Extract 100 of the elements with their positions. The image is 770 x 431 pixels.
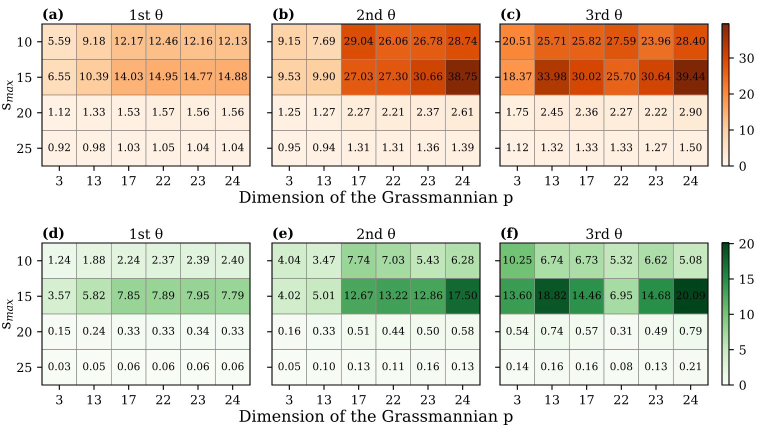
data-label: 5.08 xyxy=(680,256,702,264)
data-label: 1.04 xyxy=(222,143,244,152)
chart-title: 3rd θ xyxy=(586,228,622,240)
data-label: 12.67 xyxy=(345,291,373,300)
data-label: 1.33 xyxy=(84,108,105,116)
data-label: 3.57 xyxy=(48,291,70,300)
data-label: 1.12 xyxy=(49,108,70,116)
x-tick-label: 17 xyxy=(352,176,366,186)
chart-title: 1st θ xyxy=(130,9,162,20)
data-label: 1.27 xyxy=(646,143,667,152)
data-label: 1.27 xyxy=(314,108,335,116)
data-label: 5.82 xyxy=(83,291,105,300)
x-tick-label: 17 xyxy=(580,176,594,186)
data-label: 7.95 xyxy=(187,291,209,300)
data-label: 0.58 xyxy=(452,326,474,335)
data-label: 1.31 xyxy=(348,143,369,152)
data-label: 14.68 xyxy=(642,291,670,300)
x-axis-title: Dimension of the Grassmannian p xyxy=(240,410,513,426)
data-label: 2.37 xyxy=(417,108,439,116)
data-label: 0.31 xyxy=(610,326,632,335)
x-tick-label: 23 xyxy=(648,394,664,404)
color-bar-label: 20 xyxy=(740,89,754,99)
data-label: 18.37 xyxy=(504,72,532,80)
data-label: 1.32 xyxy=(542,143,563,152)
data-label: 2.36 xyxy=(576,108,598,116)
data-label: 0.05 xyxy=(278,362,300,370)
data-label: 26.06 xyxy=(379,36,408,45)
x-tick-label: 24 xyxy=(684,394,698,404)
x-tick-label: 13 xyxy=(546,394,560,404)
data-label: 0.13 xyxy=(645,362,667,370)
data-label: 7.89 xyxy=(152,291,174,300)
x-tick-label: 13 xyxy=(88,176,102,186)
data-label: 0.16 xyxy=(541,362,563,370)
data-label: 13.22 xyxy=(380,291,408,300)
data-label: 2.61 xyxy=(452,108,473,116)
data-label: 6.55 xyxy=(48,72,70,80)
text: (c) xyxy=(501,8,520,22)
data-label: 0.21 xyxy=(680,362,701,370)
y-axis-title: s$_{max}$ xyxy=(2,299,13,329)
color-bar-label: 20 xyxy=(740,239,754,249)
data-label: 0.05 xyxy=(83,362,105,370)
data-label: 7.74 xyxy=(348,256,370,264)
data-label: 1.25 xyxy=(279,108,300,116)
data-label: 0.79 xyxy=(680,326,702,335)
data-label: 12.86 xyxy=(414,291,442,300)
data-label: 28.74 xyxy=(448,36,478,45)
x-tick-label: 13 xyxy=(318,394,332,404)
data-label: 7.03 xyxy=(382,256,404,264)
data-label: 0.06 xyxy=(187,362,209,370)
data-label: 0.24 xyxy=(83,326,106,335)
data-label: 6.28 xyxy=(452,256,474,264)
data-label: 25.70 xyxy=(607,72,636,80)
x-tick-label: 17 xyxy=(352,394,366,404)
data-label: 7.79 xyxy=(222,291,244,300)
text: (d) xyxy=(43,227,64,240)
data-label: 0.15 xyxy=(48,326,70,335)
data-label: 4.04 xyxy=(278,256,300,264)
data-label: 1.33 xyxy=(611,143,632,152)
data-label: 25.71 xyxy=(538,36,566,45)
data-label: 2.27 xyxy=(348,108,370,116)
y-tick-label: 10 xyxy=(18,37,32,47)
data-label: 1.88 xyxy=(84,256,105,264)
color-bar-label: 0 xyxy=(740,161,746,171)
data-label: 25.82 xyxy=(572,36,601,45)
data-label: 0.16 xyxy=(278,326,300,335)
data-label: 0.49 xyxy=(645,326,667,335)
data-label: 0.98 xyxy=(83,143,105,152)
data-label: 1.56 xyxy=(188,108,209,116)
data-label: 1.24 xyxy=(49,256,70,264)
data-label: 9.18 xyxy=(83,36,105,45)
data-label: 27.03 xyxy=(344,72,373,80)
x-tick-label: 13 xyxy=(546,176,560,186)
x-tick-label: 23 xyxy=(648,176,664,186)
data-label: 7.85 xyxy=(118,291,140,300)
color-bar-label: 0 xyxy=(740,380,746,390)
data-label: 9.53 xyxy=(278,72,300,80)
x-tick-label: 22 xyxy=(386,176,400,186)
x-tick-label: 17 xyxy=(122,176,136,186)
data-label: 0.74 xyxy=(541,326,564,335)
y-tick-label: 15 xyxy=(18,292,32,302)
data-label: 0.03 xyxy=(48,362,70,370)
data-label: 0.92 xyxy=(48,143,70,152)
data-label: 0.13 xyxy=(348,362,370,370)
x-tick-label: 23 xyxy=(190,394,206,404)
data-label: 6.74 xyxy=(541,256,564,264)
data-label: 1.05 xyxy=(153,143,174,152)
data-label: 14.88 xyxy=(219,72,247,80)
data-label: 1.57 xyxy=(153,108,174,116)
data-label: 2.90 xyxy=(680,108,702,116)
data-label: 0.13 xyxy=(452,362,474,370)
data-label: 2.45 xyxy=(541,108,563,116)
color-bar-label: 10 xyxy=(740,125,754,135)
data-label: 3.47 xyxy=(313,256,335,264)
data-label: 2.27 xyxy=(610,108,632,116)
data-label: 5.01 xyxy=(313,291,334,300)
data-label: 23.96 xyxy=(642,36,670,45)
text: (e) xyxy=(273,227,293,240)
data-label: 14.77 xyxy=(184,72,212,80)
data-label: 1.75 xyxy=(507,108,528,116)
data-label: 0.16 xyxy=(576,362,598,370)
